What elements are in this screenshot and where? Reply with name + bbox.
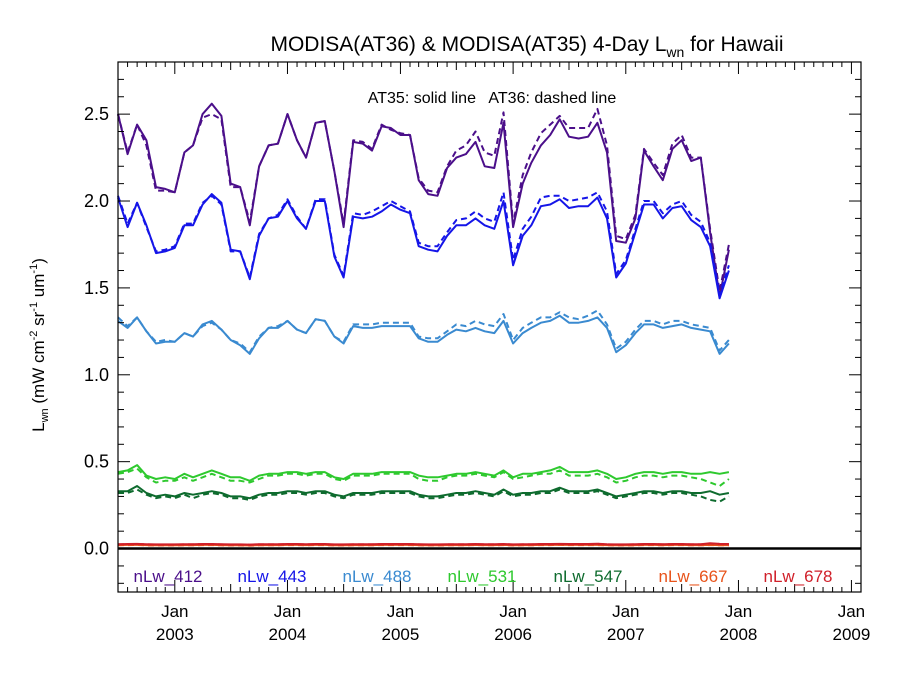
x-tick-label-month: Jan xyxy=(838,602,865,621)
legend-item-nlw-488: nLw_488 xyxy=(342,567,411,586)
x-tick-label-year: 2009 xyxy=(833,625,871,644)
legend-item-nlw-547: nLw_547 xyxy=(553,567,622,586)
series-line-nlw-412-at36 xyxy=(117,107,730,293)
series-line-nlw-547-at35 xyxy=(118,485,730,500)
x-tick-label-year: 2008 xyxy=(720,625,758,644)
y-tick-label: 1.0 xyxy=(84,365,109,385)
plot-frame xyxy=(117,61,862,593)
series-line-nlw-531-at35 xyxy=(117,464,730,482)
x-tick-label-year: 2005 xyxy=(382,625,420,644)
chart-title: MODISA(AT36) & MODISA(AT35) 4-Day Lwn fo… xyxy=(270,33,783,60)
series-line-nlw-443-at35 xyxy=(117,193,730,300)
x-tick-label-year: 2007 xyxy=(607,625,645,644)
legend-item-nlw-443: nLw_443 xyxy=(237,567,306,586)
y-tick-label: 2.5 xyxy=(84,104,109,124)
series-line-nlw-412-at35 xyxy=(117,102,730,298)
legend-item-nlw-678: nLw_678 xyxy=(763,567,832,586)
legend-item-nlw-531: nLw_531 xyxy=(447,567,516,586)
legend: nLw_412 nLw_443 nLw_488 nLw_531 nLw_547 nLw_6… xyxy=(133,567,832,586)
x-tick-label-month: Jan xyxy=(725,602,752,621)
y-tick-label: 1.5 xyxy=(84,278,109,298)
y-tick-label: 0.5 xyxy=(84,452,109,472)
y-axis-label: Lwn (mW cm-2 sr-1 um-1) xyxy=(28,258,51,432)
x-tick-label-year: 2006 xyxy=(494,625,532,644)
x-tick-label-month: Jan xyxy=(612,602,639,621)
x-tick-label-month: Jan xyxy=(387,602,414,621)
x-tick-label-month: Jan xyxy=(161,602,188,621)
line-style-annotation: AT35: solid line AT36: dashed line xyxy=(368,90,617,107)
y-tick-label: 2.0 xyxy=(84,191,109,211)
series-line-nlw-531-at36 xyxy=(117,467,730,487)
series-line-nlw-547-at36 xyxy=(118,488,730,503)
x-tick-label-year: 2003 xyxy=(156,625,194,644)
series-line-nlw-678-at35 xyxy=(117,542,729,546)
x-tick-label-month: Jan xyxy=(499,602,526,621)
series-layer xyxy=(117,102,861,550)
axis-layer: 0.0 0.5 1.0 1.5 2.0 2.5 Jan 2003 Jan 2004 Jan 2005 J… xyxy=(84,62,870,644)
series-line-nlw-488-at35 xyxy=(117,314,730,355)
y-tick-label: 0.0 xyxy=(84,539,109,559)
legend-item-nlw-412: nLw_412 xyxy=(133,567,202,586)
legend-item-nlw-667: nLw_667 xyxy=(658,567,727,586)
series-line-nlw-443-at36 xyxy=(117,191,730,296)
x-tick-label-month: Jan xyxy=(274,602,301,621)
x-tick-label-year: 2004 xyxy=(269,625,307,644)
